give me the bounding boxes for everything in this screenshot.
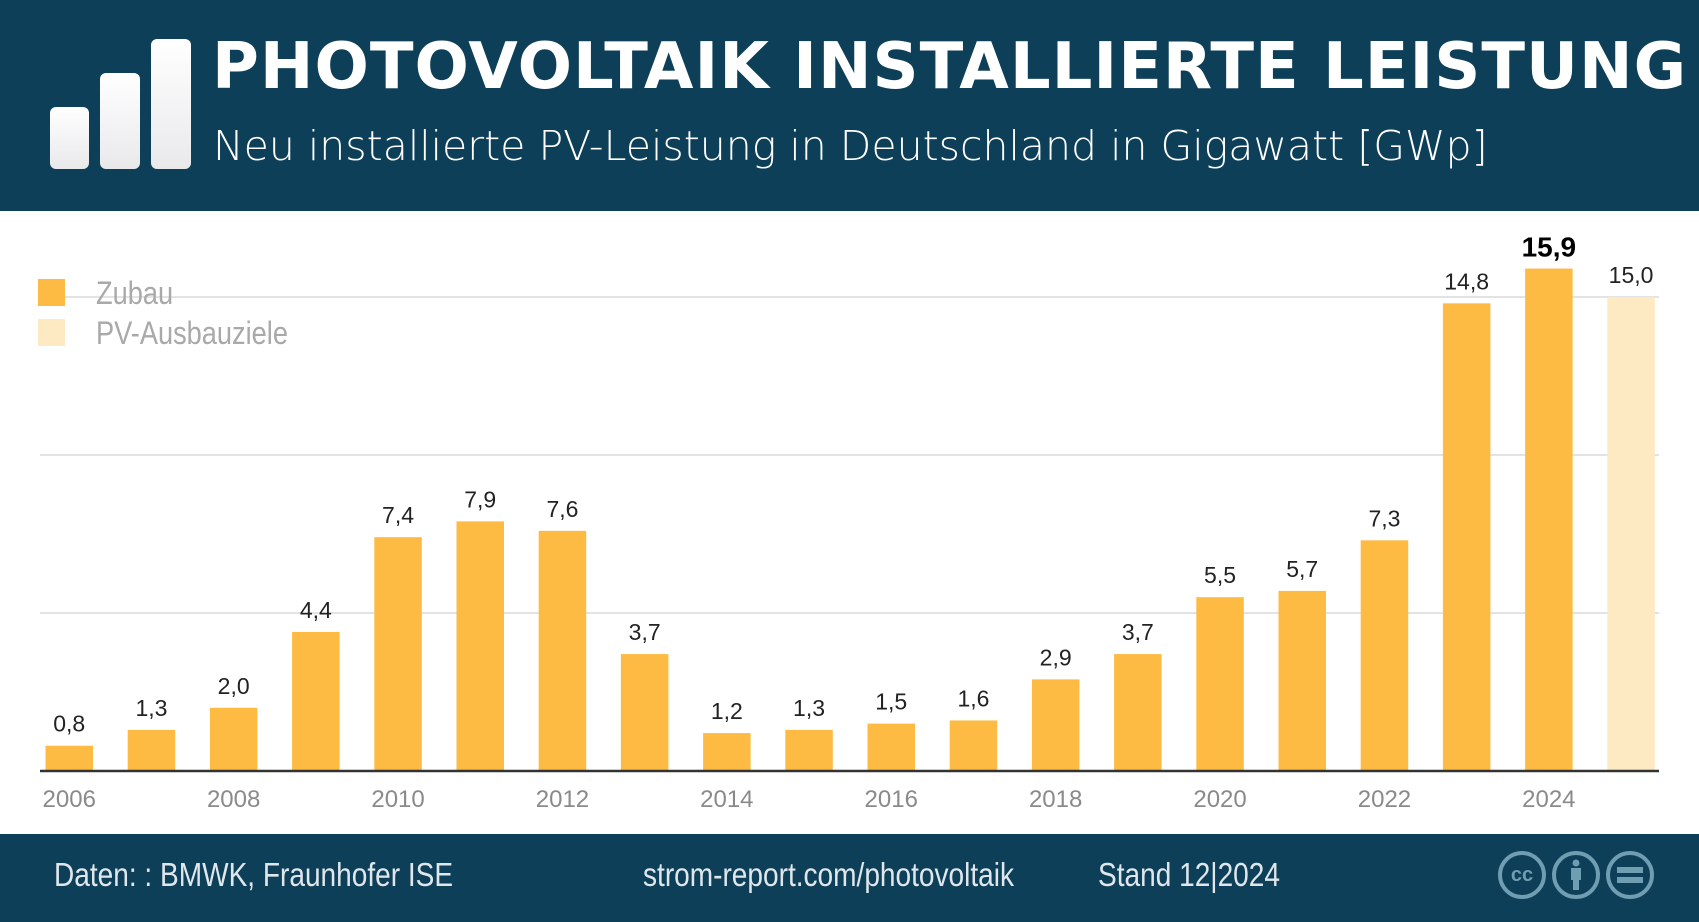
bar-2013 (620, 654, 669, 771)
data-label-2013: 3,7 (629, 619, 661, 645)
header: PHOTOVOLTAIK INSTALLIERTE LEISTUNG Neu i… (0, 0, 1699, 211)
bar-chart-logo-icon (0, 0, 200, 200)
bar-chart: Zubau PV-Ausbauziele 0,8 1,3 2,0 4,4 7,4 7,9 7,6… (38, 232, 1659, 813)
data-label-2016: 1,5 (875, 689, 907, 715)
data-label-2008: 2,0 (218, 673, 250, 699)
x-tick-label: 2006 (43, 786, 96, 813)
data-label-2015: 1,3 (793, 695, 825, 721)
bar-2009 (292, 631, 340, 771)
bar-2019 (1114, 654, 1162, 771)
bar-2014 (703, 733, 751, 771)
x-tick-label: 2016 (865, 786, 918, 813)
data-label-2007: 1,3 (135, 695, 167, 721)
bar-2022 (1360, 540, 1409, 771)
legend-swatch-pv-ausbauziele (38, 319, 65, 346)
data-label-2019: 3,7 (1122, 619, 1154, 645)
x-tick-label: 2008 (207, 786, 260, 813)
data-label-2022: 7,3 (1368, 505, 1400, 531)
data-label-2017: 1,6 (957, 685, 989, 711)
bar-2020 (1196, 597, 1244, 771)
bar-2016 (867, 723, 915, 771)
page-subtitle: Neu installierte PV-Leistung in Deutschl… (213, 122, 1488, 170)
bar-2011 (456, 521, 504, 771)
data-label-2014: 1,2 (711, 698, 743, 724)
bar-2017 (949, 720, 998, 771)
x-tick-label: 2024 (1522, 786, 1575, 813)
bar-2010 (374, 537, 422, 771)
data-label-2021: 5,7 (1286, 556, 1318, 582)
x-tick-label: 2018 (1029, 786, 1082, 813)
legend-label: PV-Ausbauziele (96, 316, 288, 352)
legend-swatch-zubau (38, 279, 65, 306)
bar-2015 (785, 729, 833, 771)
attribution-icon (1552, 851, 1600, 899)
data-label-2025: 15,0 (1609, 262, 1654, 288)
x-tick-label: 2014 (700, 786, 753, 813)
page-title: PHOTOVOLTAIK INSTALLIERTE LEISTUNG (212, 30, 1688, 104)
data-label-2010: 7,4 (382, 502, 414, 528)
x-tick-label: 2010 (371, 786, 424, 813)
data-label-2024: 15,9 (1522, 232, 1577, 263)
data-label-2023: 14,8 (1444, 268, 1489, 294)
data-label-2011: 7,9 (464, 486, 496, 512)
bar-2008 (209, 707, 258, 771)
data-label-2006: 0,8 (53, 711, 85, 737)
data-label-2009: 4,4 (300, 597, 332, 623)
bar-2018 (1031, 679, 1080, 771)
x-tick-label: 2012 (536, 786, 589, 813)
date-text: Stand 12|2024 (1098, 856, 1280, 893)
cc-icon: cc (1498, 851, 1546, 899)
bar-2012 (538, 530, 587, 771)
data-label-2012: 7,6 (546, 496, 578, 522)
bar-2007 (127, 729, 176, 771)
source-url-link[interactable]: strom-report.com/photovoltaik (643, 856, 1015, 893)
bar-2023 (1442, 303, 1491, 771)
source-text: Daten: : BMWK, Fraunhofer ISE (54, 856, 454, 893)
no-derivatives-icon (1606, 851, 1654, 899)
bar-2025 (1607, 297, 1655, 771)
bar-2024 (1525, 268, 1573, 771)
x-tick-label: 2020 (1193, 786, 1246, 813)
x-tick-label: 2022 (1358, 786, 1411, 813)
data-label-2020: 5,5 (1204, 562, 1236, 588)
bar-2021 (1278, 590, 1326, 771)
data-label-2018: 2,9 (1040, 644, 1072, 670)
bar-2006 (45, 745, 93, 771)
footer: Daten: : BMWK, Fraunhofer ISE strom-repo… (0, 834, 1699, 922)
legend-label: Zubau (96, 276, 173, 312)
